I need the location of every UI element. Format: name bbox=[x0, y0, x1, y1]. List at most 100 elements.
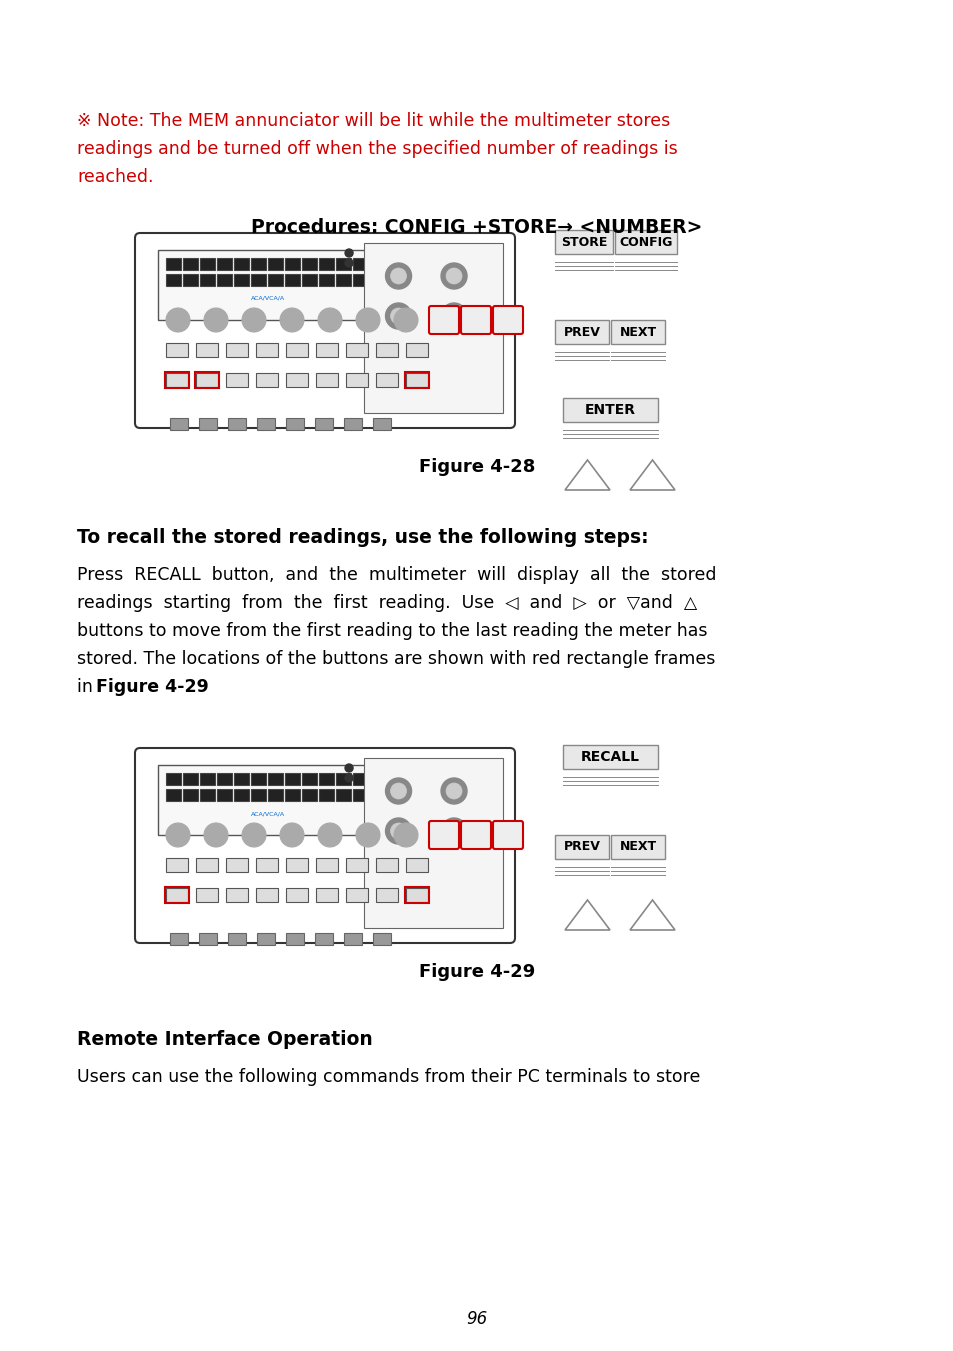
Text: Figure 4-29: Figure 4-29 bbox=[96, 678, 209, 696]
Bar bbox=[610, 835, 664, 859]
Circle shape bbox=[242, 823, 266, 847]
Text: readings  starting  from  the  first  reading.  Use  ◁  and  ▷  or  ▽and  △: readings starting from the first reading… bbox=[77, 594, 697, 612]
Circle shape bbox=[166, 823, 190, 847]
Circle shape bbox=[355, 308, 379, 332]
Text: CONFIG: CONFIG bbox=[618, 235, 672, 249]
Bar bbox=[370, 258, 385, 270]
Bar bbox=[166, 274, 181, 286]
Bar bbox=[375, 343, 397, 357]
Bar bbox=[170, 934, 188, 944]
Circle shape bbox=[204, 308, 228, 332]
Bar bbox=[170, 417, 188, 430]
Circle shape bbox=[280, 823, 304, 847]
Text: To recall the stored readings, use the following steps:: To recall the stored readings, use the f… bbox=[77, 528, 648, 547]
Bar bbox=[318, 773, 334, 785]
Text: ※ Note: The MEM annunciator will be lit while the multimeter stores: ※ Note: The MEM annunciator will be lit … bbox=[77, 112, 670, 130]
Text: buttons to move from the first reading to the last reading the meter has: buttons to move from the first reading t… bbox=[77, 621, 707, 640]
Bar bbox=[370, 274, 385, 286]
Circle shape bbox=[385, 817, 411, 844]
FancyBboxPatch shape bbox=[135, 748, 515, 943]
Bar bbox=[216, 274, 232, 286]
Bar bbox=[200, 258, 214, 270]
Bar bbox=[166, 773, 181, 785]
Bar bbox=[346, 888, 368, 902]
Bar bbox=[346, 858, 368, 871]
Bar bbox=[370, 789, 385, 801]
Bar bbox=[374, 934, 391, 944]
Bar bbox=[555, 230, 613, 254]
Bar bbox=[200, 274, 214, 286]
Bar bbox=[183, 773, 198, 785]
Bar bbox=[268, 274, 283, 286]
Bar bbox=[315, 934, 333, 944]
Bar bbox=[370, 773, 385, 785]
Bar bbox=[216, 258, 232, 270]
Bar bbox=[406, 888, 428, 902]
Bar bbox=[335, 258, 351, 270]
Circle shape bbox=[385, 778, 411, 804]
Text: STORE: STORE bbox=[560, 235, 606, 249]
Bar bbox=[353, 274, 368, 286]
Bar bbox=[315, 417, 333, 430]
Bar bbox=[226, 858, 248, 871]
Bar bbox=[183, 274, 198, 286]
Circle shape bbox=[345, 259, 353, 267]
Text: NEXT: NEXT bbox=[618, 326, 656, 339]
Bar bbox=[363, 243, 502, 413]
Bar bbox=[183, 258, 198, 270]
Bar bbox=[344, 934, 362, 944]
Text: Figure 4-29: Figure 4-29 bbox=[418, 963, 535, 981]
Text: stored. The locations of the buttons are shown with red rectangle frames: stored. The locations of the buttons are… bbox=[77, 650, 715, 667]
Bar bbox=[302, 274, 316, 286]
Bar bbox=[315, 373, 337, 386]
Bar bbox=[233, 274, 249, 286]
Circle shape bbox=[317, 823, 341, 847]
Bar bbox=[166, 343, 188, 357]
Bar bbox=[158, 250, 373, 320]
Circle shape bbox=[390, 267, 406, 284]
Text: ENTER: ENTER bbox=[584, 403, 635, 417]
Bar bbox=[195, 373, 218, 386]
Bar bbox=[251, 258, 266, 270]
Bar bbox=[166, 373, 188, 386]
Bar bbox=[353, 258, 368, 270]
Bar bbox=[562, 744, 658, 769]
Bar bbox=[406, 858, 428, 871]
Bar bbox=[216, 773, 232, 785]
Bar bbox=[166, 858, 188, 871]
Bar bbox=[285, 773, 299, 785]
Bar bbox=[166, 888, 188, 902]
Bar bbox=[233, 258, 249, 270]
Circle shape bbox=[390, 308, 406, 324]
Bar bbox=[353, 773, 368, 785]
FancyBboxPatch shape bbox=[493, 821, 522, 848]
Bar bbox=[406, 343, 428, 357]
Bar bbox=[199, 934, 217, 944]
Bar bbox=[610, 320, 664, 345]
Bar bbox=[255, 858, 277, 871]
Bar bbox=[195, 858, 218, 871]
Bar bbox=[200, 773, 214, 785]
Circle shape bbox=[204, 823, 228, 847]
Circle shape bbox=[440, 263, 467, 289]
Bar bbox=[166, 789, 181, 801]
Circle shape bbox=[440, 817, 467, 844]
Bar bbox=[200, 789, 214, 801]
Bar bbox=[318, 789, 334, 801]
Text: Figure 4-28: Figure 4-28 bbox=[418, 458, 535, 476]
Bar bbox=[158, 765, 373, 835]
Bar bbox=[286, 417, 304, 430]
Text: Users can use the following commands from their PC terminals to store: Users can use the following commands fro… bbox=[77, 1069, 700, 1086]
Text: in: in bbox=[77, 678, 98, 696]
Bar bbox=[251, 773, 266, 785]
Bar bbox=[315, 888, 337, 902]
Bar bbox=[344, 417, 362, 430]
Circle shape bbox=[317, 308, 341, 332]
Circle shape bbox=[394, 823, 417, 847]
Text: 96: 96 bbox=[466, 1310, 487, 1328]
Bar bbox=[251, 789, 266, 801]
Bar bbox=[257, 934, 274, 944]
Bar bbox=[195, 343, 218, 357]
Text: Procedures: CONFIG +STORE→ <NUMBER>: Procedures: CONFIG +STORE→ <NUMBER> bbox=[251, 218, 702, 236]
Bar bbox=[555, 835, 608, 859]
